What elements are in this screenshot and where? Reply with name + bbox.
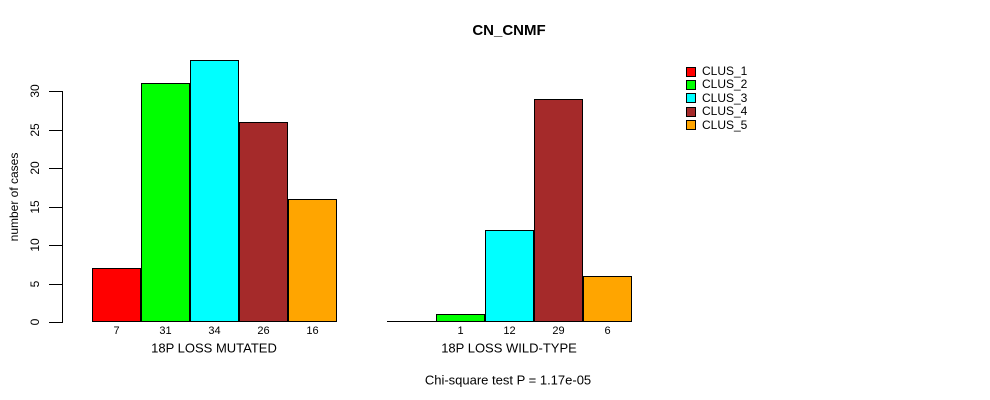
- zero-height-bar-line: [387, 321, 436, 322]
- y-tick: [49, 283, 62, 285]
- y-tick-label: 10: [28, 238, 42, 252]
- legend-swatch: [686, 93, 696, 104]
- y-tick: [49, 91, 62, 92]
- y-tick: [49, 206, 62, 208]
- y-tick-label: 25: [28, 122, 42, 137]
- bar-value-label: 1: [457, 325, 464, 337]
- legend-label: CLUS_2: [702, 77, 748, 92]
- y-tick: [49, 322, 62, 323]
- legend-swatch: [686, 106, 696, 117]
- legend-swatch: [686, 66, 696, 77]
- bar: [534, 98, 583, 322]
- legend-label: CLUS_1: [702, 64, 748, 78]
- chi-square-note: Chi-square test P = 1.17e-05: [424, 372, 592, 388]
- y-tick-label: 20: [28, 161, 42, 175]
- bar: [583, 275, 632, 322]
- y-axis-label: number of cases: [7, 152, 21, 242]
- bar: [485, 229, 534, 322]
- y-axis-line: [62, 91, 63, 323]
- legend-row: CLUS_5: [686, 117, 748, 132]
- y-tick: [49, 168, 62, 169]
- group-label-mutated: 18P LOSS MUTATED: [151, 340, 277, 356]
- bar-value-label: 6: [604, 325, 611, 337]
- bar-value-label: 34: [208, 325, 221, 337]
- bar-value-label: 26: [257, 325, 270, 337]
- bar-value-label: 12: [503, 325, 516, 337]
- legend-row: CLUS_4: [686, 105, 747, 118]
- y-tick-label: 30: [28, 84, 42, 98]
- bar-value-label: 7: [113, 325, 120, 337]
- bar: [288, 198, 337, 322]
- legend-row: CLUS_3: [686, 90, 748, 105]
- group-label-wildtype: 18P LOSS WILD-TYPE: [441, 340, 577, 356]
- chart-title: CN_CNMF: [472, 22, 546, 39]
- bar: [141, 83, 190, 322]
- y-tick: [49, 245, 62, 246]
- bar: [92, 268, 141, 322]
- bar-value-label: 29: [552, 325, 565, 337]
- legend-row: CLUS_2: [686, 78, 747, 91]
- bar: [436, 314, 485, 322]
- legend-label: CLUS_4: [702, 104, 748, 119]
- bar: [239, 121, 288, 322]
- legend-row: CLUS_1: [686, 65, 747, 78]
- legend-label: CLUS_3: [702, 90, 748, 105]
- legend-label: CLUS_5: [702, 117, 748, 132]
- y-tick: [49, 129, 62, 131]
- y-tick-label: 5: [28, 280, 42, 287]
- legend-swatch: [686, 120, 696, 131]
- bar-value-label: 31: [159, 325, 172, 337]
- y-tick-label: 15: [28, 199, 42, 214]
- y-tick-label: 0: [28, 318, 42, 326]
- bar-value-label: 16: [306, 325, 319, 337]
- legend-swatch: [686, 79, 696, 90]
- bar: [190, 60, 239, 322]
